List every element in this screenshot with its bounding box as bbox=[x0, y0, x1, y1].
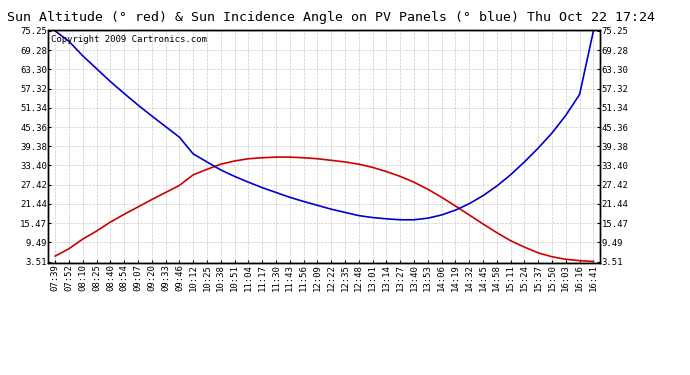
Text: Sun Altitude (° red) & Sun Incidence Angle on PV Panels (° blue) Thu Oct 22 17:2: Sun Altitude (° red) & Sun Incidence Ang… bbox=[7, 11, 655, 24]
Text: Copyright 2009 Cartronics.com: Copyright 2009 Cartronics.com bbox=[51, 34, 207, 44]
